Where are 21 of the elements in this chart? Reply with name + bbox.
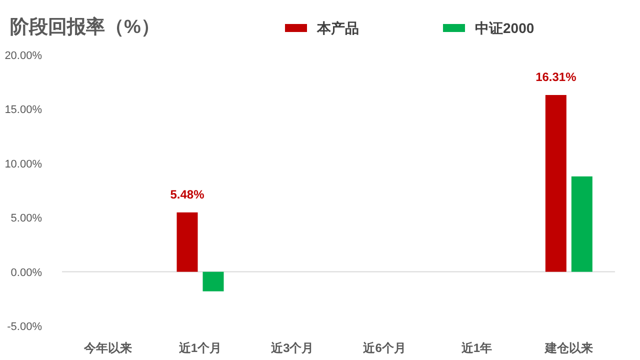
bar [202, 272, 224, 292]
y-tick-label: 20.00% [4, 50, 42, 62]
x-tick-label: 近1个月 [178, 341, 222, 355]
x-tick-label: 今年以来 [83, 341, 132, 355]
y-tick-label: 10.00% [4, 158, 42, 170]
data-label: 16.31% [536, 70, 577, 84]
chart-title: 阶段回报率（%） [10, 16, 160, 38]
legend-label: 中证2000 [475, 20, 534, 36]
y-tick-label: -5.00% [7, 321, 42, 333]
y-tick-label: 5.00% [10, 212, 42, 225]
data-label: 5.48% [170, 187, 205, 202]
y-tick-label: 15.00% [4, 104, 42, 116]
x-tick-label: 建仓以来 [544, 341, 593, 355]
x-tick-label: 近6个月 [362, 341, 406, 355]
legend-label: 本产品 [316, 20, 359, 36]
bar [571, 176, 592, 272]
y-tick-label: 0.00% [10, 266, 42, 279]
bar [176, 212, 198, 272]
x-tick-label: 近3个月 [270, 341, 314, 355]
x-tick-label: 近1年 [460, 341, 492, 355]
bar [545, 95, 566, 272]
